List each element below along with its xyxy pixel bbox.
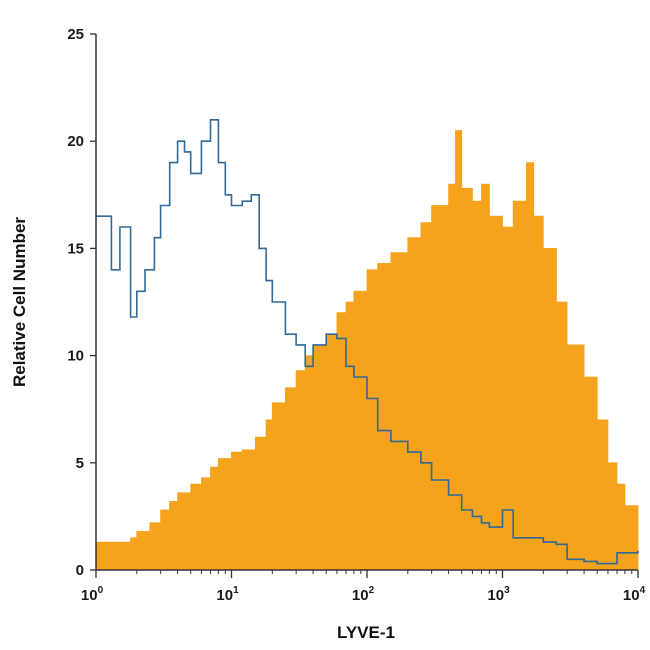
x-tick-label: 102	[352, 585, 375, 604]
x-axis-label: LYVE-1	[337, 623, 395, 642]
x-tick-label: 104	[623, 585, 646, 604]
y-tick-label: 5	[76, 455, 84, 472]
y-axis-label: Relative Cell Number	[10, 217, 29, 387]
x-tick-label: 100	[81, 585, 104, 604]
x-tick-label: 103	[487, 585, 510, 604]
series-outline-histogram	[96, 119, 639, 565]
y-tick-label: 0	[76, 562, 84, 579]
y-tick-label: 10	[67, 348, 84, 365]
x-tick-label: 101	[216, 585, 239, 604]
y-tick-label: 20	[67, 133, 84, 150]
y-tick-label: 25	[67, 26, 84, 43]
series-layer	[95, 119, 639, 571]
series-filled-histogram	[95, 130, 639, 571]
y-tick-label: 15	[67, 240, 84, 257]
ticks-layer: 0 5 10 15 20 25 100 101 102 103 104	[67, 26, 645, 604]
